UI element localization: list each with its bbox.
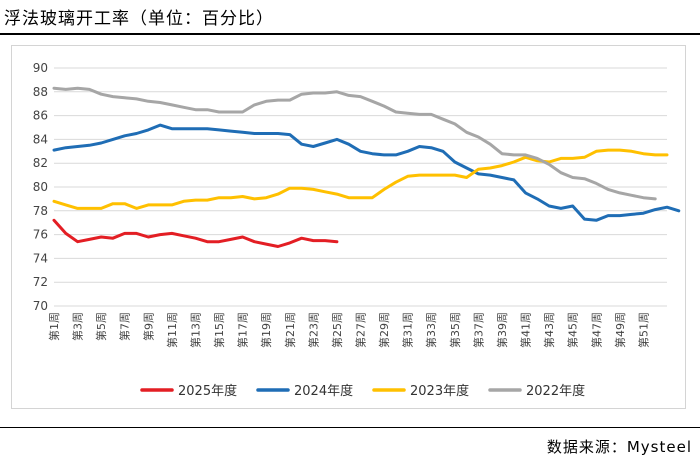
legend-label-2[interactable]: 2023年度 (410, 383, 469, 399)
legend[interactable]: 2025年度 2024年度 2023年度 2022年度 (140, 383, 585, 399)
series-layer (52, 86, 681, 248)
x-tick-label: 第43周 (542, 312, 556, 348)
series-line-1 (52, 123, 681, 222)
legend-label-1[interactable]: 2024年度 (294, 383, 353, 399)
y-tick-label: 90 (33, 61, 48, 75)
y-tick-label: 70 (33, 299, 48, 313)
grid-layer (54, 67, 667, 307)
page-title: 浮法玻璃开工率（单位：百分比） (4, 9, 274, 29)
x-tick-label: 第41周 (519, 312, 533, 348)
y-axis: 70 72 74 76 78 80 82 84 86 88 90 (33, 61, 48, 313)
legend-label-3[interactable]: 2022年度 (526, 383, 585, 399)
y-tick-label: 72 (33, 275, 48, 289)
x-tick-label: 第19周 (259, 312, 273, 348)
x-tick-label: 第13周 (188, 312, 202, 348)
x-tick-label: 第1周 (47, 312, 61, 341)
series-line-0 (52, 218, 339, 248)
title-divider (0, 33, 700, 35)
x-tick-label: 第5周 (94, 312, 108, 341)
x-tick-label: 第21周 (283, 312, 297, 348)
x-tick-label: 第27周 (354, 312, 368, 348)
y-tick-label: 88 (33, 85, 48, 99)
source-note: 数据来源：Mysteel (546, 438, 692, 456)
y-tick-label: 74 (33, 251, 48, 265)
x-tick-label: 第37周 (471, 312, 485, 348)
x-tick-label: 第17周 (236, 312, 250, 348)
x-tick-label: 第15周 (212, 312, 226, 348)
x-tick-label: 第3周 (71, 312, 85, 341)
footer-divider (0, 427, 700, 428)
x-tick-label: 第39周 (495, 312, 509, 348)
y-tick-label: 82 (33, 156, 48, 170)
x-tick-label: 第29周 (377, 312, 391, 348)
x-tick-label: 第7周 (118, 312, 132, 341)
x-tick-label: 第11周 (165, 312, 179, 348)
y-tick-label: 84 (33, 132, 48, 146)
x-tick-label: 第31周 (401, 312, 415, 348)
series-line-3 (52, 86, 657, 201)
y-tick-label: 76 (33, 228, 48, 242)
x-tick-label: 第35周 (448, 312, 462, 348)
x-axis: 第1周 第3周 第5周 第7周 第9周 第11周 第13周 第15周 第17周 第19周 第21周第… (47, 312, 650, 348)
x-tick-label: 第33周 (424, 312, 438, 348)
y-tick-label: 78 (33, 204, 48, 218)
x-tick-label: 第51周 (636, 312, 650, 348)
x-tick-label: 第25周 (330, 312, 344, 348)
x-tick-label: 第45周 (566, 312, 580, 348)
x-tick-label: 第47周 (589, 312, 603, 348)
y-tick-label: 86 (33, 109, 48, 123)
legend-label-0[interactable]: 2025年度 (178, 383, 237, 399)
series-line-2 (52, 148, 669, 210)
x-tick-label: 第23周 (306, 312, 320, 348)
y-tick-label: 80 (33, 180, 48, 194)
x-tick-label: 第49周 (613, 312, 627, 348)
chart-frame: 70 72 74 76 78 80 82 84 86 88 90 第1周 第3周 第5周 第7周 第9周 第1… (11, 45, 686, 409)
x-tick-label: 第9周 (141, 312, 155, 341)
